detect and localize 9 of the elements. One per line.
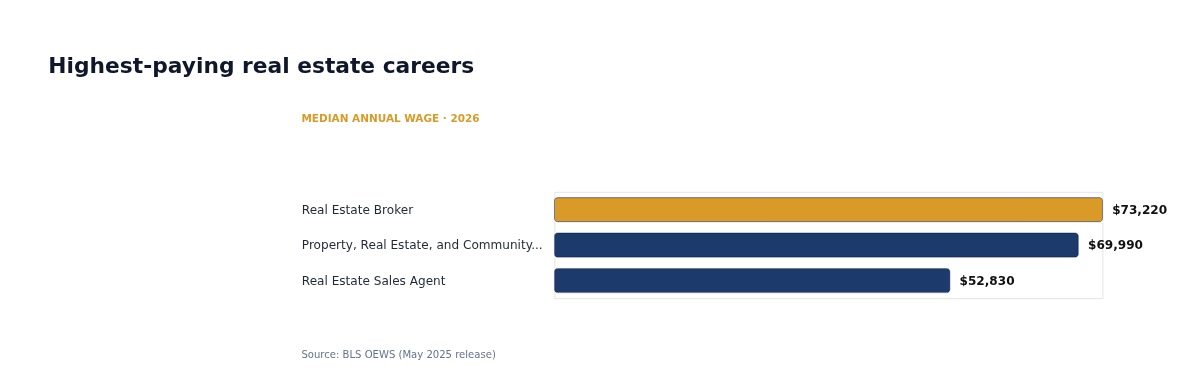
y-tick-label: Property, Real Estate, and Community... <box>301 238 543 253</box>
text: Highest-paying real estate careers <box>48 53 475 79</box>
text: MEDIAN ANNUAL WAGE · 2026 <box>301 111 480 124</box>
y-tick-label: Real Estate Sales Agent <box>301 273 446 288</box>
y-tick-label: Real Estate Broker <box>301 202 414 217</box>
data-label: $73,220 <box>1112 202 1168 217</box>
data-label: $52,830 <box>959 273 1015 288</box>
data-label: $69,990 <box>1087 238 1143 253</box>
source-note: Source: BLS OEWS (May 2025 release) <box>301 348 496 360</box>
